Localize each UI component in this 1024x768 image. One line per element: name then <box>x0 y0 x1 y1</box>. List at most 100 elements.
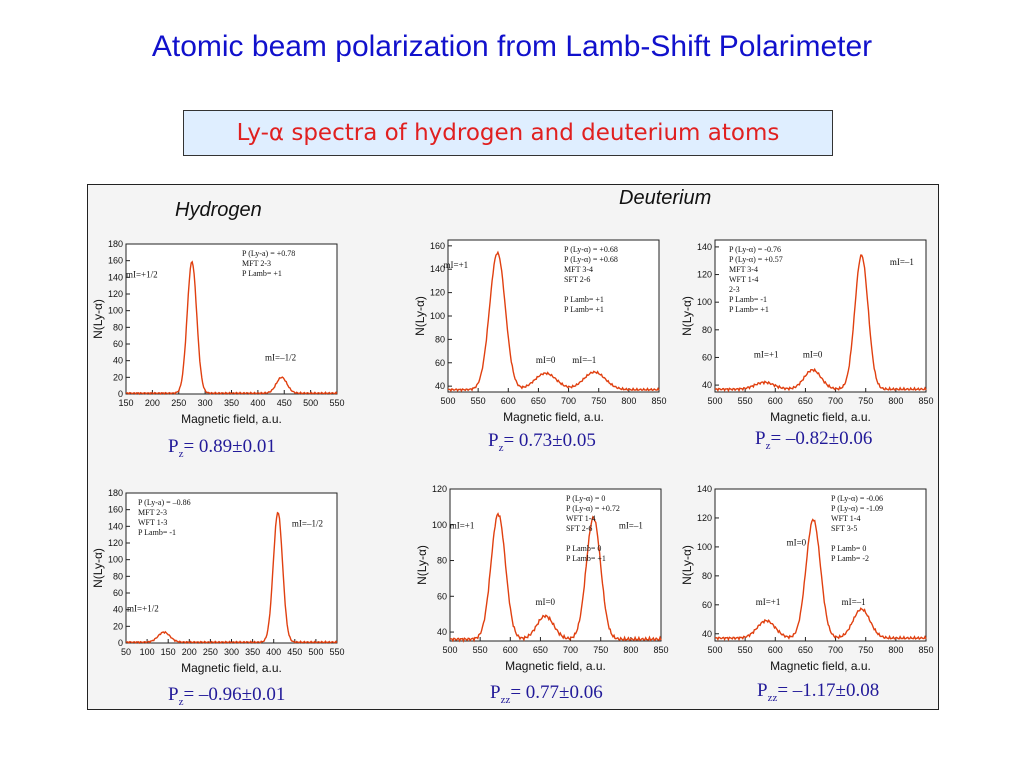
peak-label: mI=+1/2 <box>126 269 158 279</box>
x-tick-label: 700 <box>561 396 576 406</box>
y-tick-label: 40 <box>113 605 123 615</box>
y-axis-label: N(Ly-α) <box>415 545 429 585</box>
x-tick-label: 400 <box>266 647 281 657</box>
y-tick-label: 80 <box>437 556 447 566</box>
x-tick-label: 350 <box>224 398 239 408</box>
x-tick-label: 800 <box>888 396 903 406</box>
x-tick-label: 600 <box>768 645 783 655</box>
x-tick-label: 550 <box>329 647 344 657</box>
y-tick-label: 60 <box>435 358 445 368</box>
x-tick-label: 250 <box>171 398 186 408</box>
peak-label: mI=+1 <box>754 349 779 359</box>
y-tick-label: 60 <box>113 588 123 598</box>
y-tick-label: 120 <box>108 289 123 299</box>
y-tick-label: 60 <box>113 339 123 349</box>
peak-label: mI=0 <box>535 597 555 607</box>
y-tick-label: 140 <box>697 484 712 494</box>
y-tick-label: 120 <box>108 538 123 548</box>
x-axis-label: Magnetic field, a.u. <box>770 410 871 424</box>
peak-label: mI=+1 <box>444 260 469 270</box>
info-line: MFT 3-4 <box>564 265 593 274</box>
info-line: P (Ly-α) = +0.68 <box>564 245 618 254</box>
x-tick-label: 650 <box>533 645 548 655</box>
peak-label: mI=+1 <box>450 520 475 530</box>
x-axis-label: Magnetic field, a.u. <box>503 410 604 424</box>
info-line: SFT 3-5 <box>831 524 857 533</box>
x-tick-label: 750 <box>591 396 606 406</box>
info-line: WFT 1-4 <box>831 514 860 523</box>
peak-label: mI=–1/2 <box>265 353 296 363</box>
info-line: P Lamb= +1 <box>729 305 769 314</box>
y-tick-label: 180 <box>108 239 123 249</box>
y-tick-label: 80 <box>702 325 712 335</box>
x-tick-label: 150 <box>118 398 133 408</box>
info-line: SFT 2-6 <box>564 275 590 284</box>
info-line: P Lamb= +1 <box>564 295 604 304</box>
x-axis-label: Magnetic field, a.u. <box>505 659 606 673</box>
y-tick-label: 100 <box>697 297 712 307</box>
x-tick-label: 550 <box>473 645 488 655</box>
x-tick-label: 500 <box>707 396 722 406</box>
result-d3: Pzz= 0.77±0.06 <box>490 682 603 706</box>
x-tick-label: 750 <box>858 396 873 406</box>
x-tick-label: 550 <box>738 645 753 655</box>
info-line: WFT 1-3 <box>138 518 167 527</box>
y-tick-label: 60 <box>437 591 447 601</box>
x-tick-label: 200 <box>182 647 197 657</box>
x-tick-label: 50 <box>121 647 131 657</box>
y-tick-label: 120 <box>697 270 712 280</box>
info-line: MFT 2-3 <box>138 508 167 517</box>
info-line: P Lamb= -2 <box>831 554 869 563</box>
x-tick-label: 850 <box>651 396 666 406</box>
y-tick-label: 60 <box>702 352 712 362</box>
x-tick-label: 600 <box>501 396 516 406</box>
y-tick-label: 100 <box>430 311 445 321</box>
peak-label: mI=0 <box>536 355 556 365</box>
info-line: 2-3 <box>729 285 740 294</box>
x-tick-label: 650 <box>531 396 546 406</box>
x-tick-label: 550 <box>738 396 753 406</box>
plot-frame <box>447 239 660 393</box>
x-tick-label: 800 <box>888 645 903 655</box>
plot-frame <box>125 243 338 395</box>
y-tick-label: 100 <box>108 555 123 565</box>
info-line: P (Ly-α) = 0 <box>566 494 605 503</box>
y-tick-label: 20 <box>113 372 123 382</box>
y-tick-label: 180 <box>108 488 123 498</box>
x-tick-label: 750 <box>858 645 873 655</box>
peak-label: mI=–1 <box>890 257 914 267</box>
x-tick-label: 500 <box>442 645 457 655</box>
y-tick-label: 80 <box>702 571 712 581</box>
info-line: P (Ly-α) = +0.57 <box>729 255 783 264</box>
y-tick-label: 120 <box>697 513 712 523</box>
info-line: P (Ly-α) = -0.06 <box>831 494 883 503</box>
x-tick-label: 450 <box>287 647 302 657</box>
x-tick-label: 150 <box>161 647 176 657</box>
info-line: P (Ly-α) = -1.09 <box>831 504 883 513</box>
info-line: P (Ly-α) = -0.76 <box>729 245 781 254</box>
y-tick-label: 0 <box>118 389 123 399</box>
y-tick-label: 20 <box>113 621 123 631</box>
spectrum-curve <box>449 512 662 643</box>
result-d1: Pz= 0.73±0.05 <box>488 430 596 454</box>
x-tick-label: 400 <box>250 398 265 408</box>
x-tick-label: 100 <box>140 647 155 657</box>
y-tick-label: 100 <box>432 520 447 530</box>
y-tick-label: 160 <box>108 256 123 266</box>
x-tick-label: 300 <box>198 398 213 408</box>
peak-label: mI=0 <box>803 349 823 359</box>
y-tick-label: 80 <box>113 322 123 332</box>
x-tick-label: 800 <box>623 645 638 655</box>
x-tick-label: 550 <box>329 398 344 408</box>
info-line: SFT 2-6 <box>566 524 592 533</box>
y-tick-label: 160 <box>108 505 123 515</box>
y-tick-label: 40 <box>435 381 445 391</box>
y-axis-label: N(Ly-α) <box>680 545 694 585</box>
y-axis-label: N(Ly-α) <box>91 299 105 339</box>
info-line: P (Ly-α) = +0.72 <box>566 504 620 513</box>
peak-label: mI=+1 <box>756 597 781 607</box>
y-tick-label: 60 <box>702 600 712 610</box>
x-axis-label: Magnetic field, a.u. <box>770 659 871 673</box>
y-axis-label: N(Ly-α) <box>91 548 105 588</box>
spectrum-curve <box>447 250 660 393</box>
